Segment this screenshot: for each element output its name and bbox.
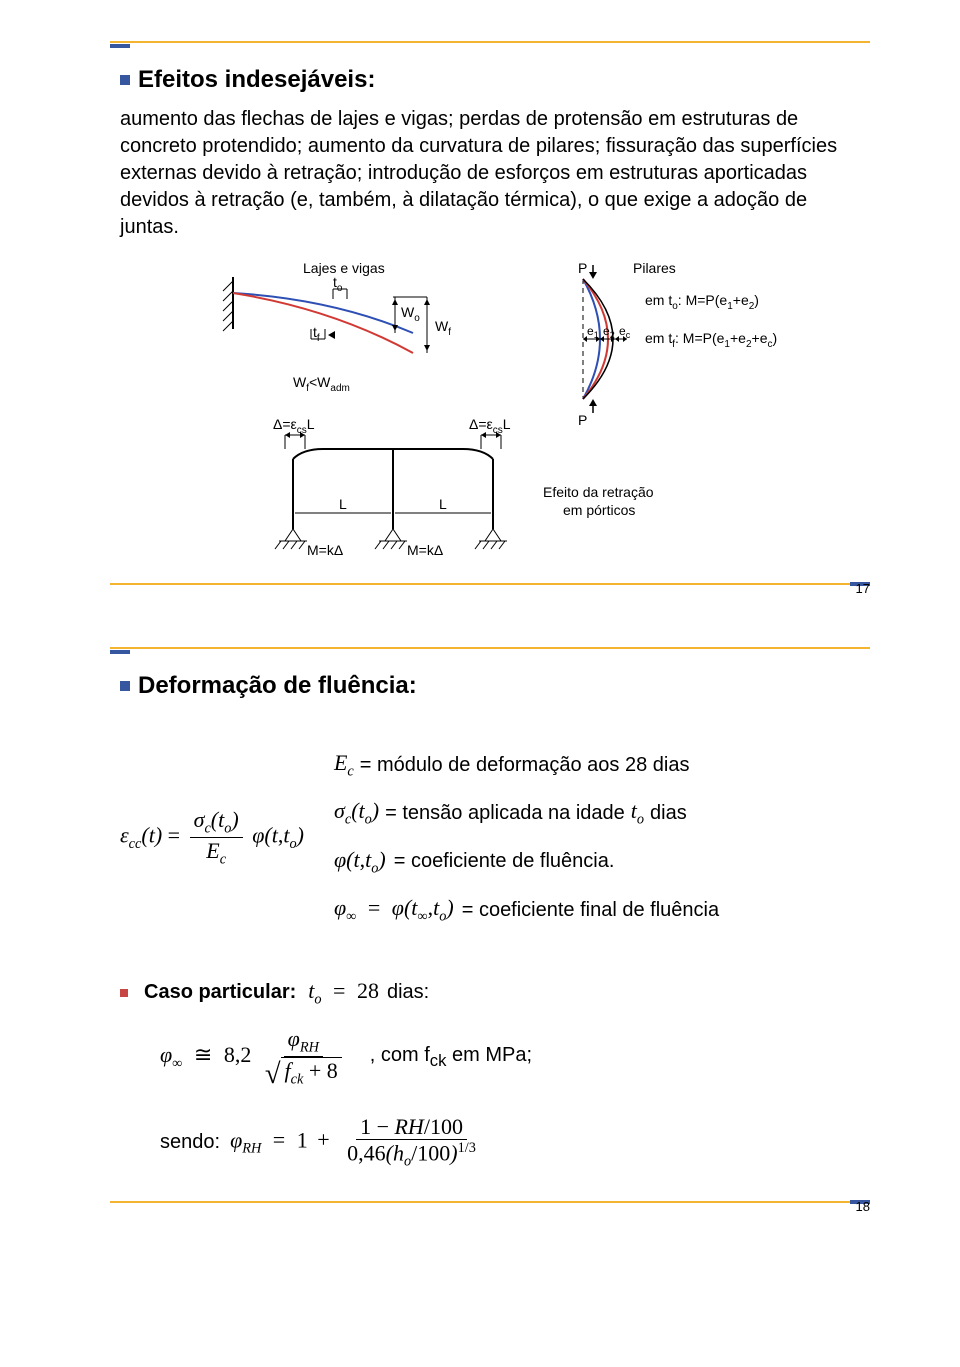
- sendo: sendo:: [160, 1131, 220, 1154]
- L1: L: [339, 496, 347, 512]
- L2: L: [439, 496, 447, 512]
- def-Ec: = módulo de deformação aos 28 dias: [360, 754, 690, 777]
- slide1-paragraph: aumento das flechas de lajes e vigas; pe…: [120, 106, 866, 241]
- slide-2: Deformação de fluência: εcc(t) = σc(to) …: [110, 646, 870, 1214]
- label-Wineq: Wf<Wadm: [293, 374, 350, 394]
- port-lbl2: em pórticos: [563, 502, 635, 518]
- delta2: Δ=εcsL: [469, 416, 511, 436]
- title-bullet-icon-2: [120, 681, 130, 691]
- sub-bullet-icon: [120, 989, 128, 997]
- caso-title: Caso particular:: [144, 981, 296, 1004]
- top-border-2: [110, 646, 870, 654]
- p-bot: P: [578, 412, 587, 428]
- top-border: [110, 40, 870, 48]
- top-accent-svg: [110, 40, 870, 48]
- def-phi-inf: = coeficiente final de fluência: [462, 899, 719, 922]
- M1: M=kΔ: [307, 542, 343, 558]
- defs: Ec = módulo de deformação aos 28 dias σc…: [334, 738, 719, 938]
- label-Wo: Wo: [401, 304, 420, 324]
- label-Wf: Wf: [435, 318, 451, 338]
- phi-inf-eq: φ∞ ≅ 8,2 φRH √ fck + 8 , com fck em MPa;: [160, 1020, 866, 1094]
- port-lbl1: Efeito da retração: [543, 484, 654, 500]
- p-top: P: [578, 260, 587, 276]
- dias: dias:: [387, 981, 429, 1004]
- label-lajes: Lajes e vigas: [303, 260, 385, 276]
- label-tf: tf: [313, 324, 320, 344]
- em-tf: em tf: M=P(e1+e2+ec): [645, 330, 777, 350]
- slide-1: Efeitos indesejáveis: aumento das flecha…: [110, 40, 870, 596]
- slide2-title: Deformação de fluência:: [138, 672, 417, 700]
- delta1: Δ=εcsL: [273, 416, 315, 436]
- eq-main: εcc(t) = σc(to) Ec φ(t,to): [120, 807, 304, 868]
- bottom-border-1: [110, 573, 870, 577]
- M2: M=kΔ: [407, 542, 443, 558]
- slide1-svg: Lajes e vigas to: [183, 259, 803, 559]
- bottom-border-2: [110, 1191, 870, 1195]
- def-sigma-a: = tensão aplicada na idade: [385, 802, 625, 825]
- em-to: em to: M=P(e1+e2): [645, 292, 759, 312]
- label-to: to: [333, 274, 343, 294]
- slide1-figure: Lajes e vigas to: [120, 259, 866, 559]
- caso-particular-row: Caso particular: to = 28 dias:: [120, 972, 866, 1014]
- main-eq-row: εcc(t) = σc(to) Ec φ(t,to) Ec = módulo d…: [120, 738, 866, 938]
- phi-rh-eq: sendo: φRH = 1 + 1 − RH/100 0,46(ho/100)…: [160, 1108, 866, 1176]
- title-bullet-icon: [120, 75, 130, 85]
- def-phi: = coeficiente de fluência.: [394, 850, 615, 873]
- label-pilares: Pilares: [633, 260, 676, 276]
- def-sigma-b: dias: [650, 802, 687, 825]
- portico: Δ=εcsL Δ=εcsL L L M=kΔ M=kΔ: [273, 416, 654, 558]
- slide1-title: Efeitos indesejáveis:: [138, 66, 375, 94]
